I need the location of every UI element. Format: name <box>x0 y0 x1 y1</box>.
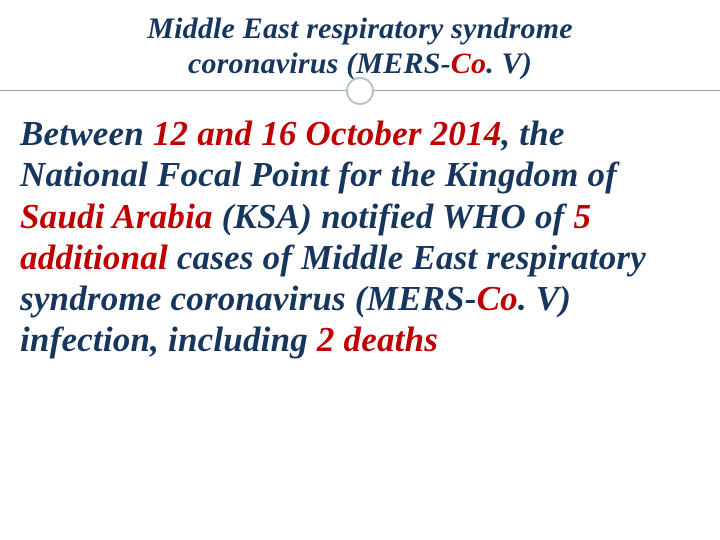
body-t1: Between <box>20 114 153 153</box>
title-line2-post: . V) <box>486 47 532 80</box>
body-r1: 12 and 16 October 2014 <box>153 114 502 153</box>
body-r4: Co <box>477 279 518 318</box>
slide-title: Middle East respiratory syndrome coronav… <box>20 12 700 81</box>
body-r2: Saudi Arabia <box>20 197 213 236</box>
title-line2-red: Co <box>451 47 486 80</box>
title-line2-pre: coronavirus (MERS- <box>188 47 451 80</box>
body-r5: 2 deaths <box>317 320 438 359</box>
body-text: Between 12 and 16 October 2014, the Nati… <box>20 113 700 361</box>
body-t3: (KSA) notified WHO of <box>213 197 574 236</box>
ornament-circle-icon <box>346 77 374 105</box>
title-line1: Middle East respiratory syndrome <box>147 12 573 45</box>
title-block: Middle East respiratory syndrome coronav… <box>20 12 700 99</box>
slide: Middle East respiratory syndrome coronav… <box>0 0 720 540</box>
